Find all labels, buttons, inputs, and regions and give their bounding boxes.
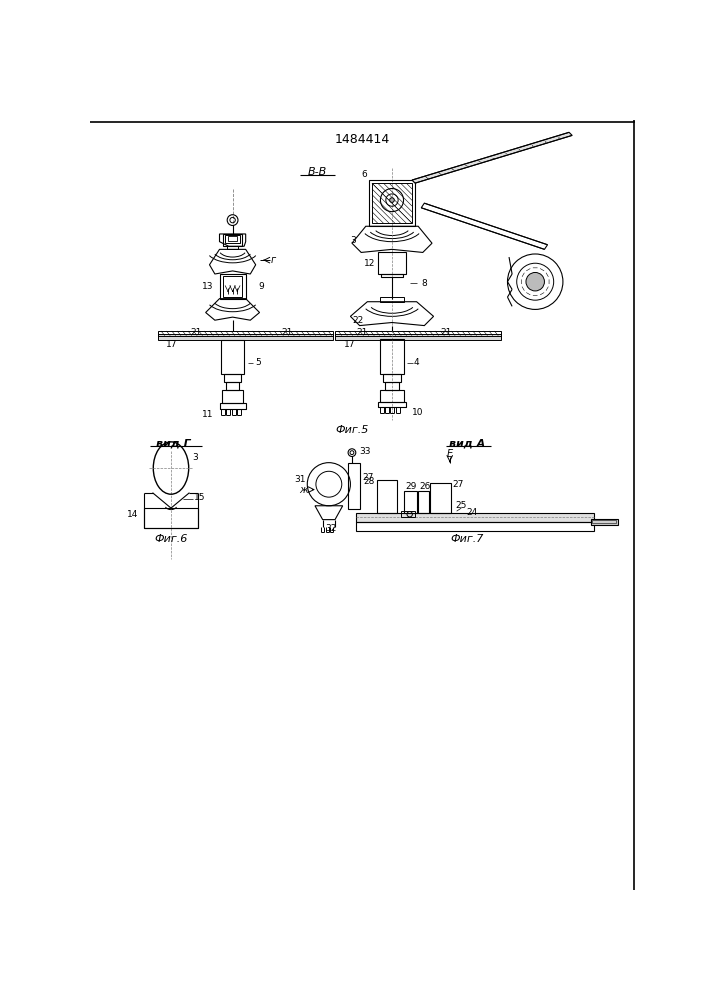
Bar bbox=[219, 403, 246, 409]
Bar bbox=[381, 274, 403, 277]
Bar bbox=[356, 513, 595, 522]
Text: вид А: вид А bbox=[450, 438, 486, 448]
Bar bbox=[404, 491, 416, 513]
Bar bbox=[348, 463, 361, 509]
Text: 15: 15 bbox=[194, 493, 206, 502]
Bar bbox=[380, 389, 404, 402]
Bar bbox=[227, 246, 238, 249]
Text: 9: 9 bbox=[258, 282, 264, 291]
Bar bbox=[158, 331, 334, 336]
Bar bbox=[377, 480, 397, 513]
Text: 29: 29 bbox=[406, 482, 417, 491]
Bar bbox=[378, 402, 406, 407]
Text: 3: 3 bbox=[350, 236, 356, 245]
Bar bbox=[225, 235, 240, 243]
Bar bbox=[378, 252, 406, 274]
Bar bbox=[590, 519, 618, 525]
Polygon shape bbox=[421, 203, 547, 249]
Text: 1484414: 1484414 bbox=[334, 133, 390, 146]
Bar bbox=[380, 297, 404, 302]
Text: 8: 8 bbox=[421, 279, 427, 288]
Bar bbox=[222, 389, 243, 403]
Text: 21: 21 bbox=[356, 328, 368, 337]
Text: В-В: В-В bbox=[308, 167, 327, 177]
Bar bbox=[380, 339, 404, 374]
Text: 25: 25 bbox=[455, 500, 467, 510]
Bar bbox=[226, 382, 239, 389]
Bar bbox=[335, 334, 501, 340]
Text: Е: Е bbox=[447, 449, 452, 459]
Polygon shape bbox=[412, 132, 572, 183]
Bar bbox=[431, 483, 450, 513]
Text: 33: 33 bbox=[359, 447, 370, 456]
Text: Фиг.7: Фиг.7 bbox=[451, 534, 484, 544]
Text: 32: 32 bbox=[326, 524, 337, 533]
Bar bbox=[385, 382, 399, 389]
Bar bbox=[228, 236, 238, 241]
Bar bbox=[221, 340, 244, 374]
Bar bbox=[223, 234, 242, 246]
Bar bbox=[402, 511, 415, 517]
Text: г: г bbox=[271, 255, 276, 265]
Text: 27: 27 bbox=[362, 473, 373, 482]
Bar bbox=[592, 520, 616, 523]
Text: 21: 21 bbox=[190, 328, 201, 337]
Text: 31: 31 bbox=[294, 475, 305, 484]
Text: 26: 26 bbox=[420, 482, 431, 491]
Text: 3: 3 bbox=[192, 453, 198, 462]
Text: 5: 5 bbox=[256, 358, 262, 367]
Bar bbox=[382, 374, 402, 382]
Text: 17: 17 bbox=[344, 340, 356, 349]
Bar bbox=[369, 180, 415, 226]
Circle shape bbox=[526, 272, 544, 291]
Bar bbox=[224, 374, 241, 382]
Bar bbox=[219, 274, 246, 299]
Text: 4: 4 bbox=[414, 358, 419, 367]
Bar bbox=[372, 183, 412, 223]
Text: 11: 11 bbox=[201, 410, 214, 419]
Text: 28: 28 bbox=[363, 477, 375, 486]
Text: 24: 24 bbox=[466, 508, 477, 517]
Circle shape bbox=[390, 198, 395, 202]
Text: Фиг.6: Фиг.6 bbox=[154, 534, 187, 544]
Text: 27: 27 bbox=[452, 480, 463, 489]
Text: 14: 14 bbox=[127, 510, 139, 519]
Text: ж: ж bbox=[299, 485, 308, 495]
Text: 13: 13 bbox=[201, 282, 214, 291]
Bar bbox=[418, 491, 429, 513]
Bar bbox=[223, 276, 242, 297]
Text: 10: 10 bbox=[412, 408, 423, 417]
Text: 17: 17 bbox=[165, 340, 177, 349]
Text: вид Г: вид Г bbox=[156, 438, 191, 448]
Text: Фиг.5: Фиг.5 bbox=[335, 425, 368, 435]
Bar bbox=[335, 331, 501, 336]
Text: 6: 6 bbox=[361, 170, 368, 179]
Text: 12: 12 bbox=[363, 259, 375, 268]
Text: 21: 21 bbox=[440, 328, 452, 337]
Text: 21: 21 bbox=[281, 328, 293, 337]
Bar bbox=[144, 508, 198, 528]
Bar bbox=[158, 334, 334, 340]
Bar bbox=[356, 522, 595, 531]
Text: 22: 22 bbox=[352, 316, 363, 325]
